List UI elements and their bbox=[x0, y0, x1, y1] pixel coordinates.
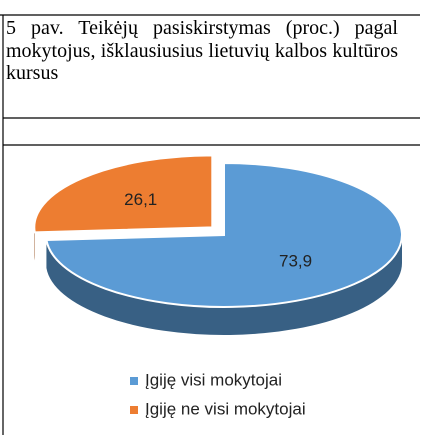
data-label: 26,1 bbox=[124, 190, 157, 209]
pie-slice bbox=[33, 154, 214, 234]
data-label: 73,9 bbox=[279, 252, 312, 271]
legend-swatch bbox=[130, 406, 138, 414]
pie-slice bbox=[45, 161, 403, 308]
legend-label: Įgiję visi mokytojai bbox=[145, 370, 282, 389]
slice-depth bbox=[46, 235, 402, 335]
caption: 5 pav. Teikėjų pasiskirstymas (proc.) pa… bbox=[6, 17, 398, 84]
legend-label: Įgiję ne visi mokytojai bbox=[145, 399, 306, 418]
legend-swatch bbox=[130, 377, 138, 385]
